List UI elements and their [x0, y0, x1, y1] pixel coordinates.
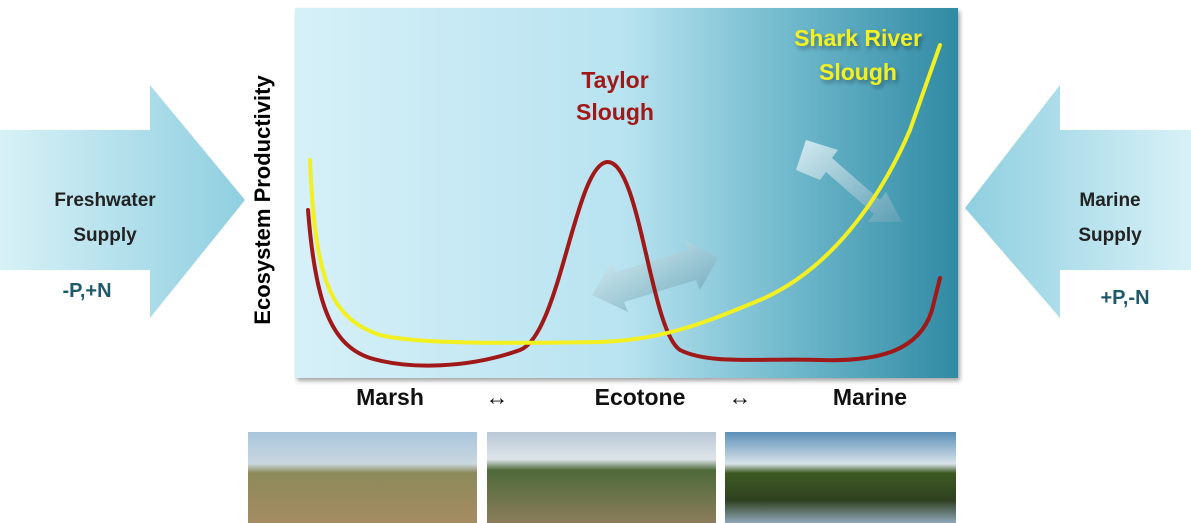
taylor-slough-curve [306, 159, 942, 368]
freshwater-arrow [0, 85, 245, 318]
taylor-slough-label: Taylor [581, 67, 648, 93]
nutrient-label: -P,+N [62, 280, 111, 302]
input-label: Freshwater [54, 190, 156, 211]
zone-label: Ecotone [595, 384, 686, 410]
input-label: Marine [1079, 190, 1140, 211]
nutrient-label: +P,-N [1100, 287, 1149, 309]
zone-arrow: ↔ [486, 384, 509, 410]
productivity-panel [295, 8, 958, 378]
input-label: Supply [73, 225, 137, 246]
shark-river-label: Slough [819, 59, 897, 85]
ecotone-photo [487, 432, 716, 523]
shark-river-label: Shark River [794, 25, 922, 51]
zone-arrow: ↔ [729, 384, 752, 410]
exchange-arrow [592, 240, 718, 312]
taylor-slough-label: Slough [576, 99, 654, 125]
shark-river-slough-curve [308, 43, 942, 345]
exchange-arrow [796, 140, 902, 222]
marine-photo [725, 432, 956, 523]
marsh-photo [248, 432, 477, 523]
input-label: Supply [1078, 225, 1142, 246]
zone-label: Marine [833, 384, 907, 410]
marine-arrow [965, 85, 1191, 318]
zone-label: Marsh [356, 384, 424, 410]
y-axis-label: Ecosystem Productivity [250, 75, 275, 325]
